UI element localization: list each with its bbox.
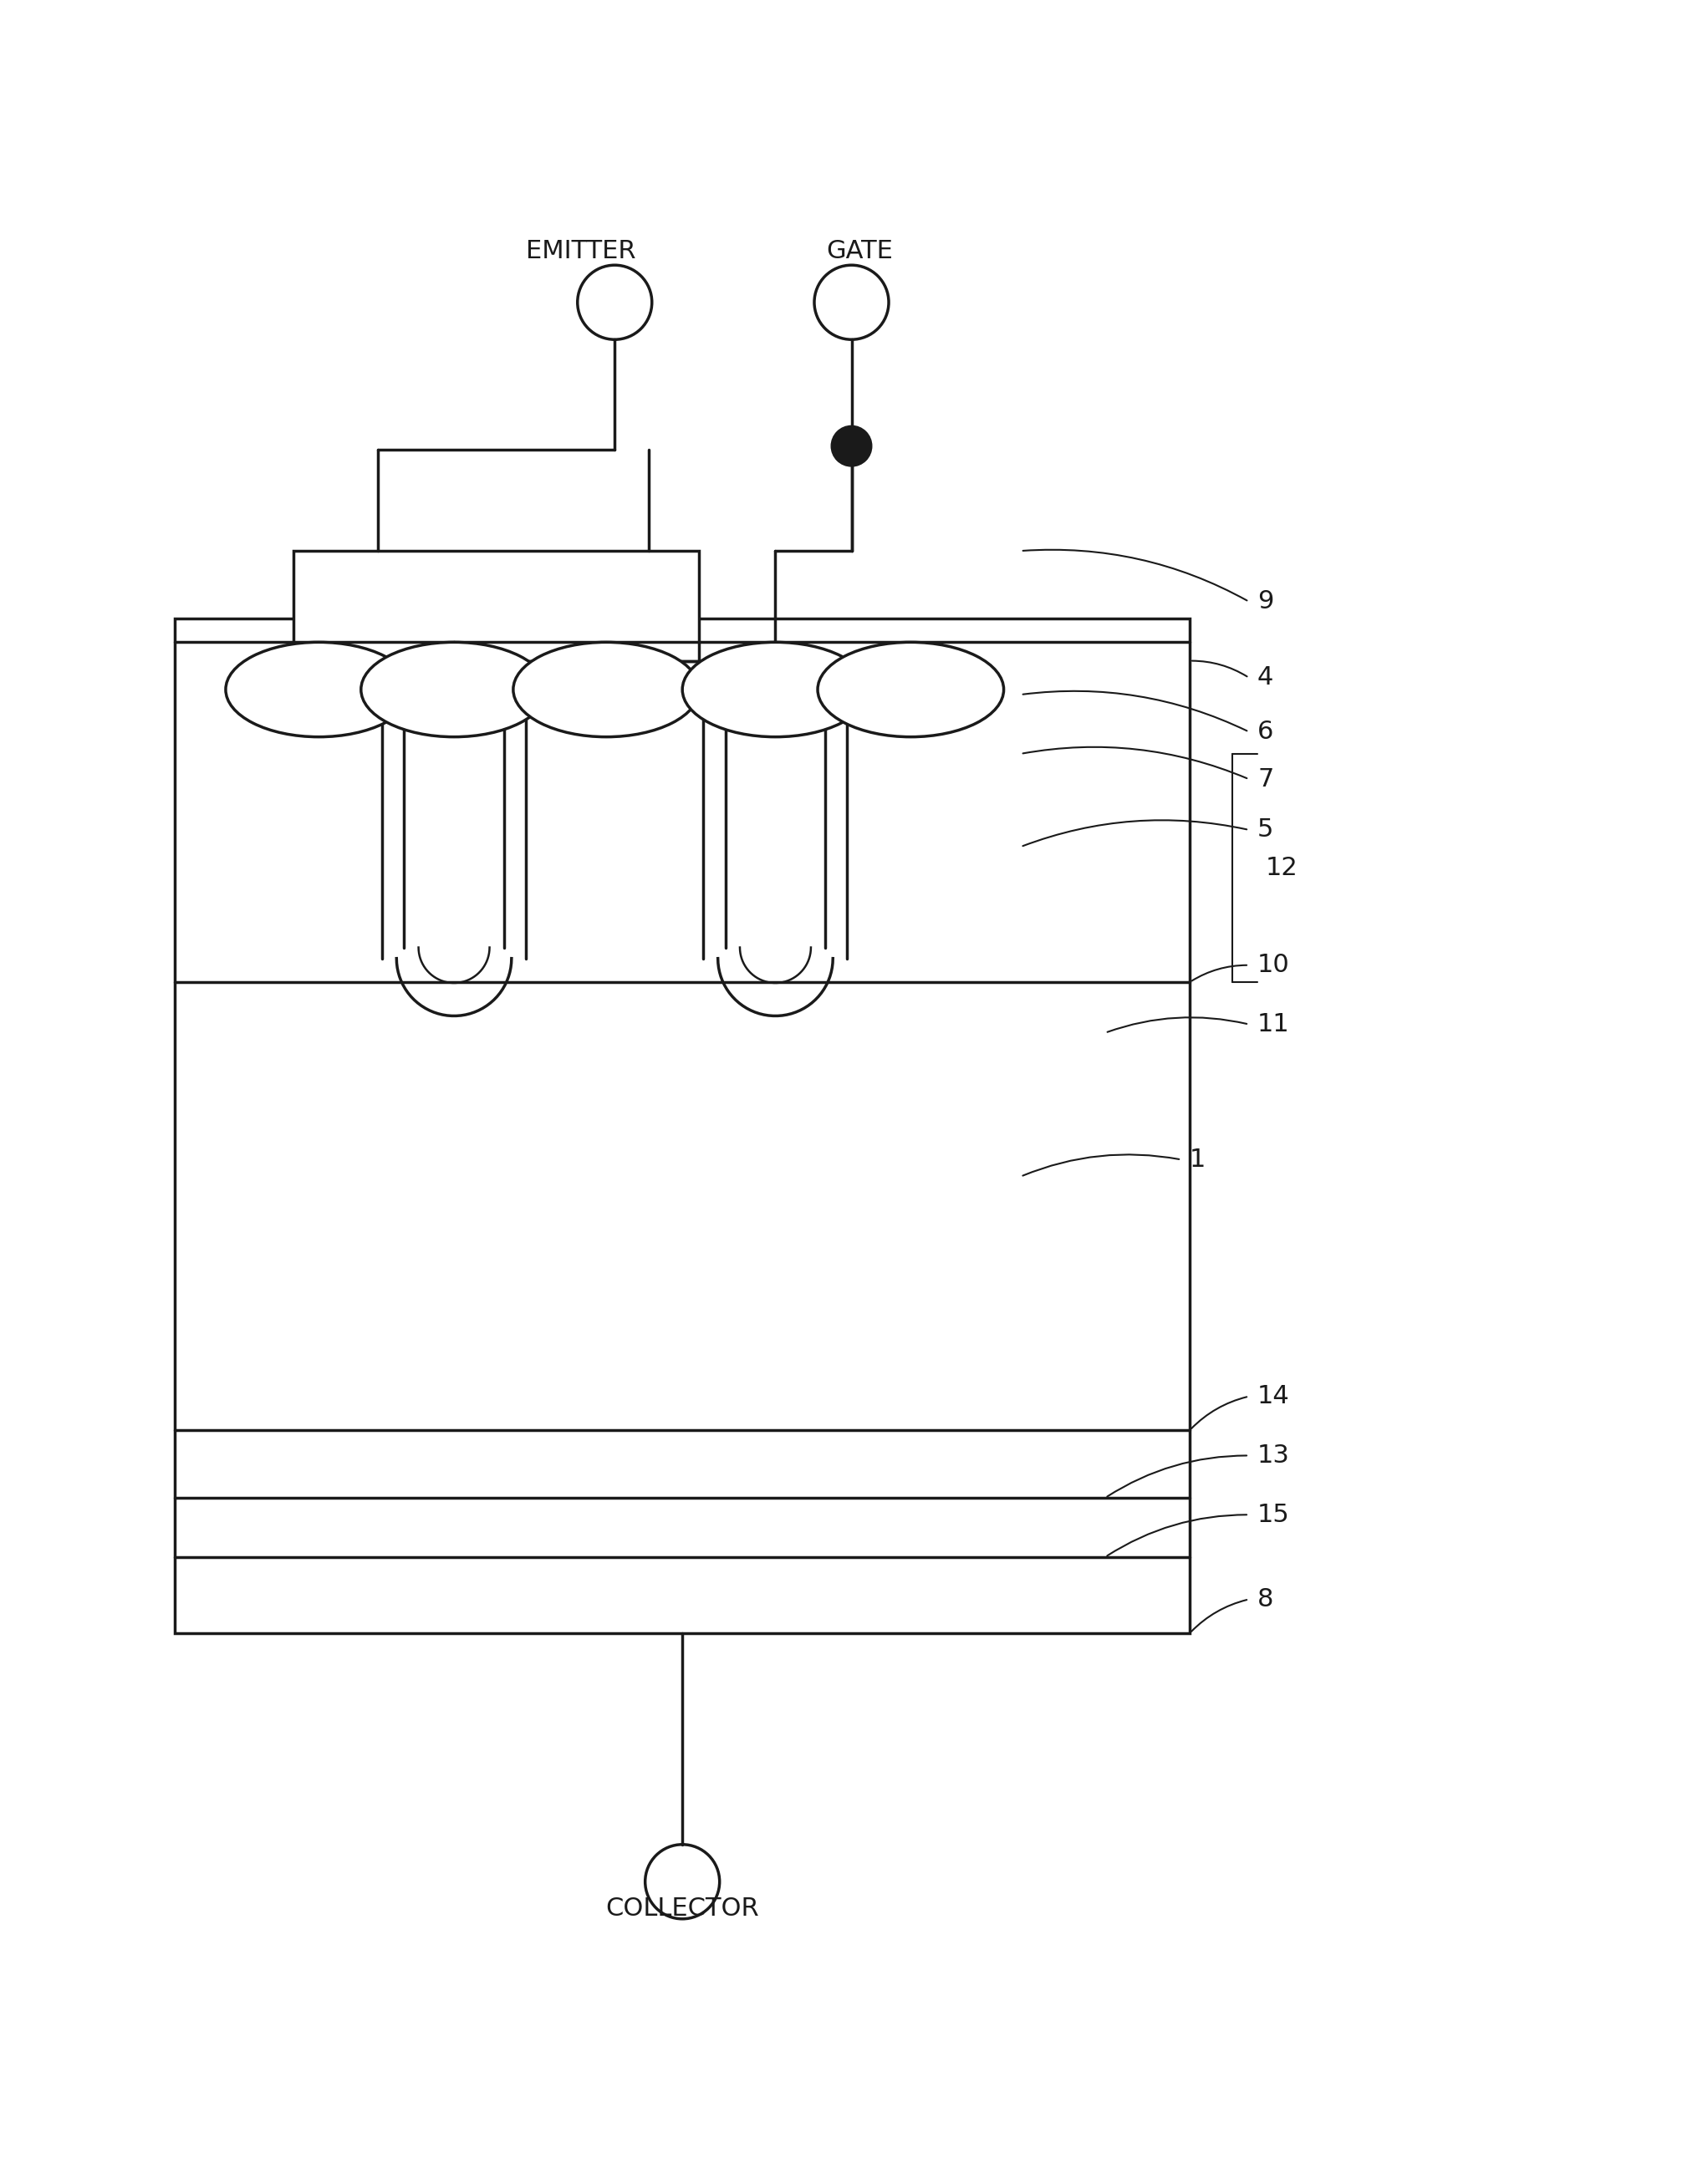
Ellipse shape (361, 642, 547, 736)
Bar (175, 618, 1190, 1634)
Text: 1: 1 (1190, 1147, 1206, 1173)
Bar (293, 550, 700, 662)
Text: 7: 7 (1257, 767, 1274, 791)
Ellipse shape (226, 642, 412, 736)
Text: 4: 4 (1257, 666, 1274, 690)
Text: 6: 6 (1257, 721, 1274, 745)
Text: COLLECTOR: COLLECTOR (606, 1896, 760, 1920)
Text: 14: 14 (1257, 1385, 1289, 1409)
Text: 12: 12 (1265, 856, 1298, 880)
Text: 10: 10 (1257, 952, 1289, 976)
Ellipse shape (817, 642, 1003, 736)
Text: GATE: GATE (826, 240, 894, 264)
Text: 8: 8 (1257, 1588, 1274, 1612)
Text: 15: 15 (1257, 1503, 1289, 1527)
Text: 5: 5 (1257, 817, 1274, 843)
Text: EMITTER: EMITTER (526, 240, 635, 264)
Ellipse shape (513, 642, 700, 736)
Text: 11: 11 (1257, 1011, 1289, 1037)
Text: 9: 9 (1257, 590, 1274, 614)
Circle shape (831, 426, 872, 467)
Ellipse shape (683, 642, 869, 736)
Text: 13: 13 (1257, 1444, 1289, 1468)
